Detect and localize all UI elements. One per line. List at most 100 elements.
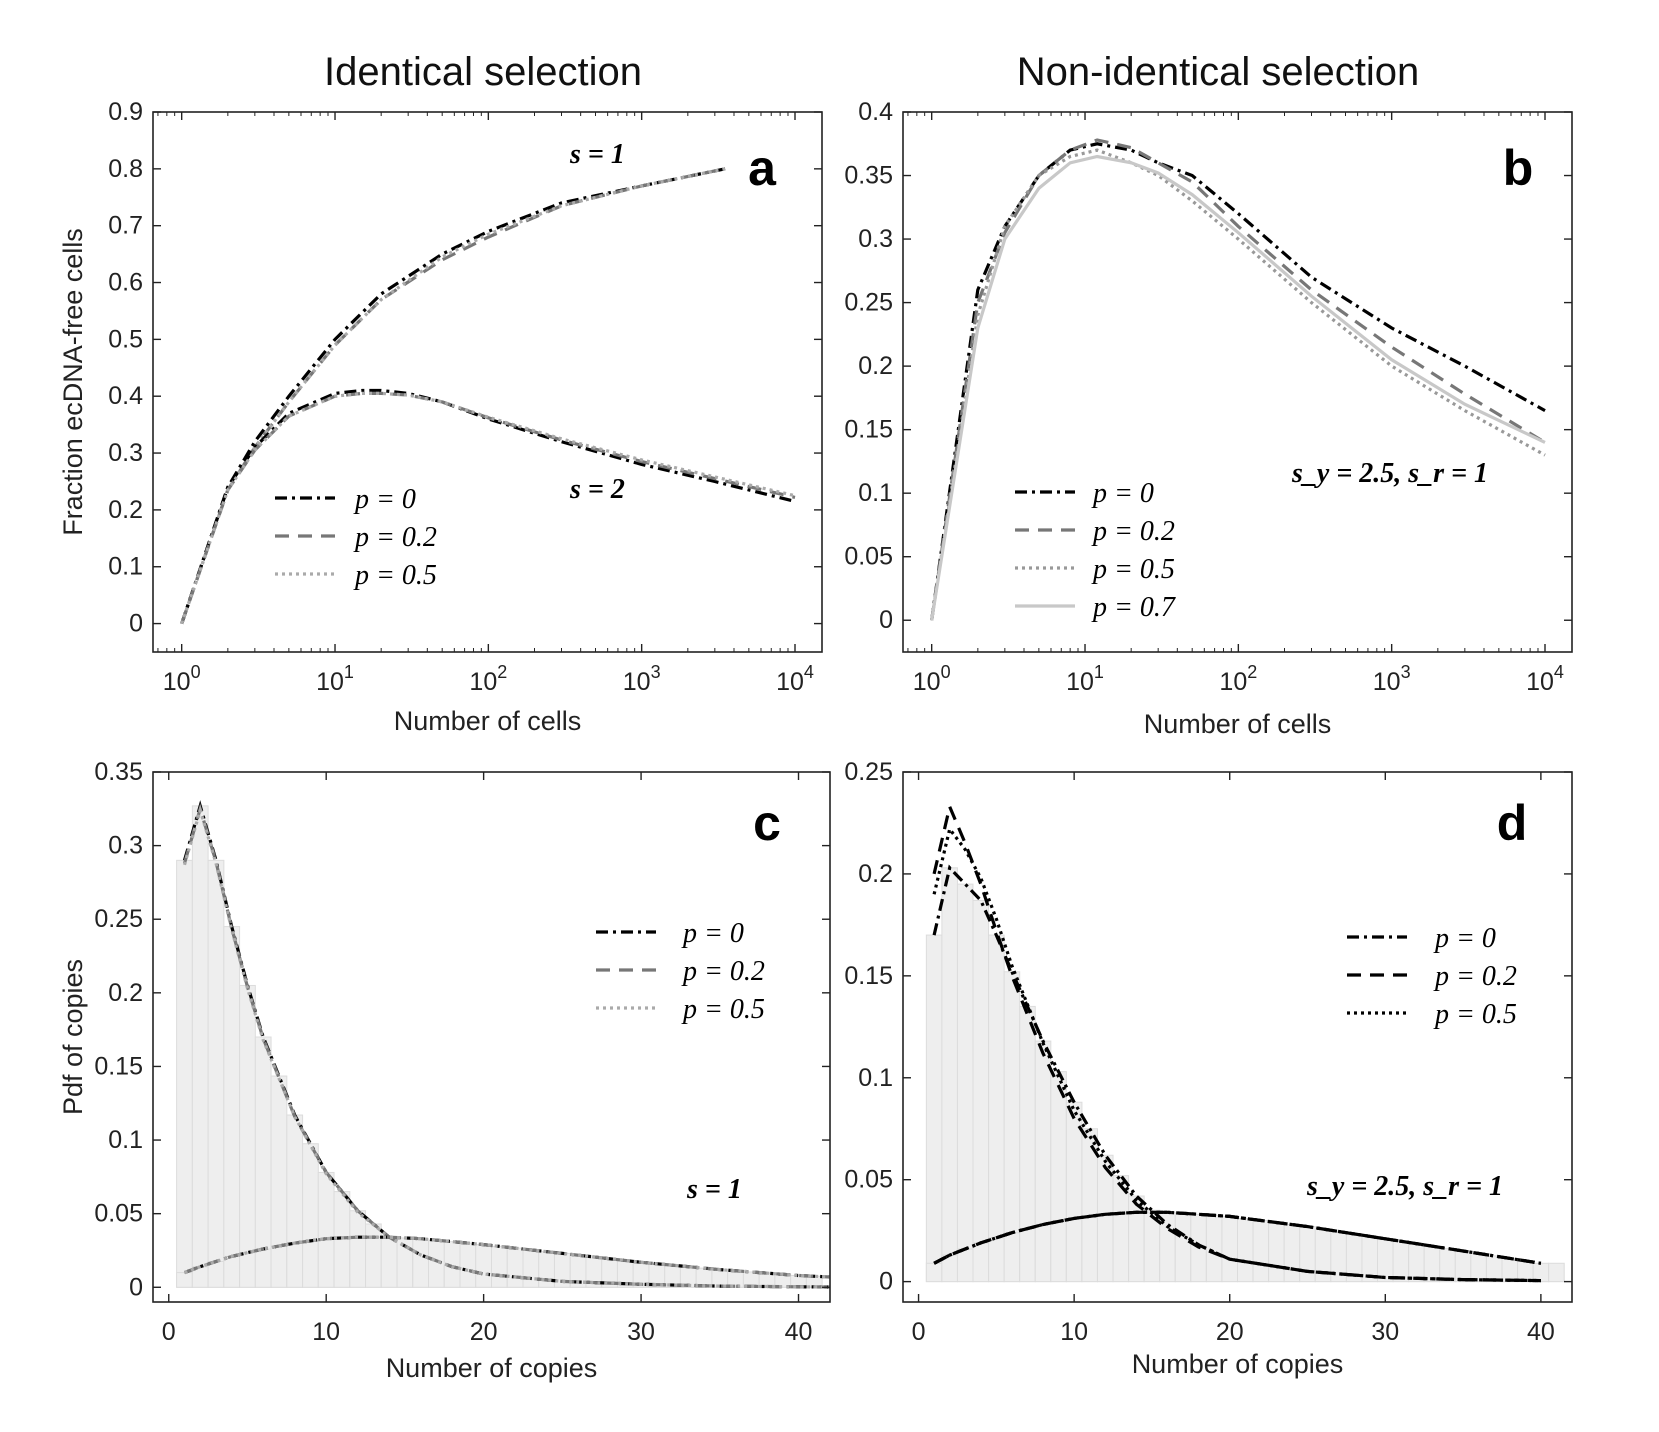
axes-frame <box>902 771 1573 1303</box>
legend: p = 0 p = 0.2 p = 0.5 <box>275 484 437 591</box>
histogram-bar <box>459 1242 477 1288</box>
y-tick-label: 0 <box>879 1268 893 1296</box>
x-axis-label: Number of copies <box>386 1353 598 1383</box>
histogram-bar <box>1392 1240 1410 1283</box>
y-tick-label: 0.1 <box>108 553 143 581</box>
histogram-bar <box>1268 1222 1285 1283</box>
series-line <box>930 138 1546 621</box>
histogram-bar <box>1174 1212 1192 1283</box>
histogram-bar <box>365 1236 382 1288</box>
legend: p = 0 p = 0.2 p = 0.5 p = 0.7 <box>1015 478 1176 623</box>
x-tick-label: 100 <box>913 662 951 696</box>
tick-exponent: 1 <box>1094 662 1104 682</box>
histogram-bar <box>1501 1257 1519 1283</box>
x-tick-label: 101 <box>1066 662 1104 696</box>
x-tick-label: 103 <box>623 662 661 696</box>
y-tick-label: 0.2 <box>858 352 893 380</box>
series-line <box>930 142 1546 621</box>
histogram-bar <box>239 1252 256 1288</box>
histogram-bar <box>1034 1224 1052 1283</box>
x-tick-label: 104 <box>1526 662 1564 696</box>
histogram-bar <box>1423 1245 1441 1283</box>
y-tick-label: 0.25 <box>844 289 893 317</box>
tick-exponent: 1 <box>344 662 354 682</box>
x-tick-label: 0 <box>912 1318 926 1346</box>
y-axis-label: Pdf of copies <box>58 959 88 1115</box>
histogram-bar <box>176 1272 193 1288</box>
title-right: Non-identical selection <box>1017 50 1419 94</box>
legend-label: p = 0.2 <box>1433 961 1517 992</box>
histogram-bar <box>1003 1232 1021 1283</box>
histogram-bar <box>941 867 958 1283</box>
tick-exponent: 4 <box>804 662 814 682</box>
series-line <box>930 148 1546 621</box>
y-tick-label: 0 <box>879 606 893 634</box>
histogram-bar <box>412 1238 430 1288</box>
histogram-bar <box>1205 1214 1223 1283</box>
histogram-bar <box>1221 1215 1239 1283</box>
histogram-bar <box>1252 1219 1270 1283</box>
x-tick-label: 104 <box>776 662 814 696</box>
y-tick-label: 0.15 <box>94 1052 143 1080</box>
x-axis-label: Number of copies <box>1132 1349 1344 1379</box>
histogram <box>925 867 1565 1283</box>
tick-base: 10 <box>469 668 497 696</box>
y-tick-label: 0.6 <box>108 269 143 297</box>
legend-label: p = 0.2 <box>681 956 765 987</box>
legend-label: p = 0.5 <box>1091 554 1175 585</box>
y-tick-label: 0.35 <box>94 758 143 786</box>
legend-label: p = 0.2 <box>1091 516 1175 547</box>
histogram-bar <box>1485 1255 1503 1283</box>
histogram-bar <box>1470 1252 1487 1283</box>
panel-letter: c <box>753 795 781 851</box>
histogram-bar <box>506 1247 524 1288</box>
x-tick-label: 40 <box>785 1318 813 1346</box>
tick-exponent: 2 <box>497 662 507 682</box>
x-axis-label: Number of cells <box>394 706 582 736</box>
y-tick-label: 0 <box>129 610 143 638</box>
histogram-bar <box>302 1240 319 1288</box>
y-tick-label: 0.15 <box>844 962 893 990</box>
histogram-bar <box>380 1236 398 1288</box>
y-tick-label: 0.35 <box>844 162 893 190</box>
legend-label: p = 0.2 <box>353 522 437 553</box>
y-tick-label: 0.05 <box>844 543 893 571</box>
histogram-bar <box>925 1262 943 1283</box>
legend: p = 0 p = 0.2 p = 0.5 <box>1347 923 1517 1030</box>
x-tick-label: 10 <box>1060 1318 1088 1346</box>
legend-label: p = 0 <box>353 484 416 515</box>
annotation: s_y = 2.5, s_r = 1 <box>1291 458 1488 489</box>
tick-exponent: 0 <box>941 662 951 682</box>
y-tick-label: 0.2 <box>108 496 143 524</box>
histogram-bar <box>207 859 225 1288</box>
series-line <box>180 167 726 625</box>
y-tick-label: 0 <box>129 1273 143 1301</box>
y-axis-label: Fraction ecDNA-free cells <box>58 228 88 536</box>
tick-exponent: 2 <box>1247 662 1257 682</box>
x-tick-label: 30 <box>627 1318 655 1346</box>
y-tick-label: 0.3 <box>858 225 893 253</box>
y-tick-label: 0.25 <box>844 758 893 786</box>
series-line <box>180 388 796 625</box>
x-tick-label: 40 <box>1527 1318 1555 1346</box>
histogram-bar <box>1019 1228 1036 1283</box>
legend-label: p = 0 <box>1433 923 1496 954</box>
tick-base: 10 <box>913 668 941 696</box>
histogram-bar <box>1096 1213 1114 1283</box>
histogram-bar <box>333 1237 351 1288</box>
histogram-bar <box>988 1237 1005 1283</box>
histogram-bar <box>1112 1212 1130 1283</box>
x-tick-label: 20 <box>470 1318 498 1346</box>
histogram-bar <box>1377 1238 1394 1283</box>
tick-exponent: 3 <box>1401 662 1411 682</box>
histogram-bar <box>1548 1262 1565 1283</box>
y-tick-label: 0.5 <box>108 325 143 353</box>
histogram-bar <box>925 934 943 1283</box>
title-left: Identical selection <box>324 50 642 94</box>
series-line <box>180 167 726 625</box>
panel-letter: d <box>1497 795 1528 851</box>
annotation: s_y = 2.5, s_r = 1 <box>1306 1171 1503 1202</box>
histogram-bar <box>956 1248 974 1283</box>
tick-exponent: 3 <box>651 662 661 682</box>
series-line <box>183 1235 831 1279</box>
